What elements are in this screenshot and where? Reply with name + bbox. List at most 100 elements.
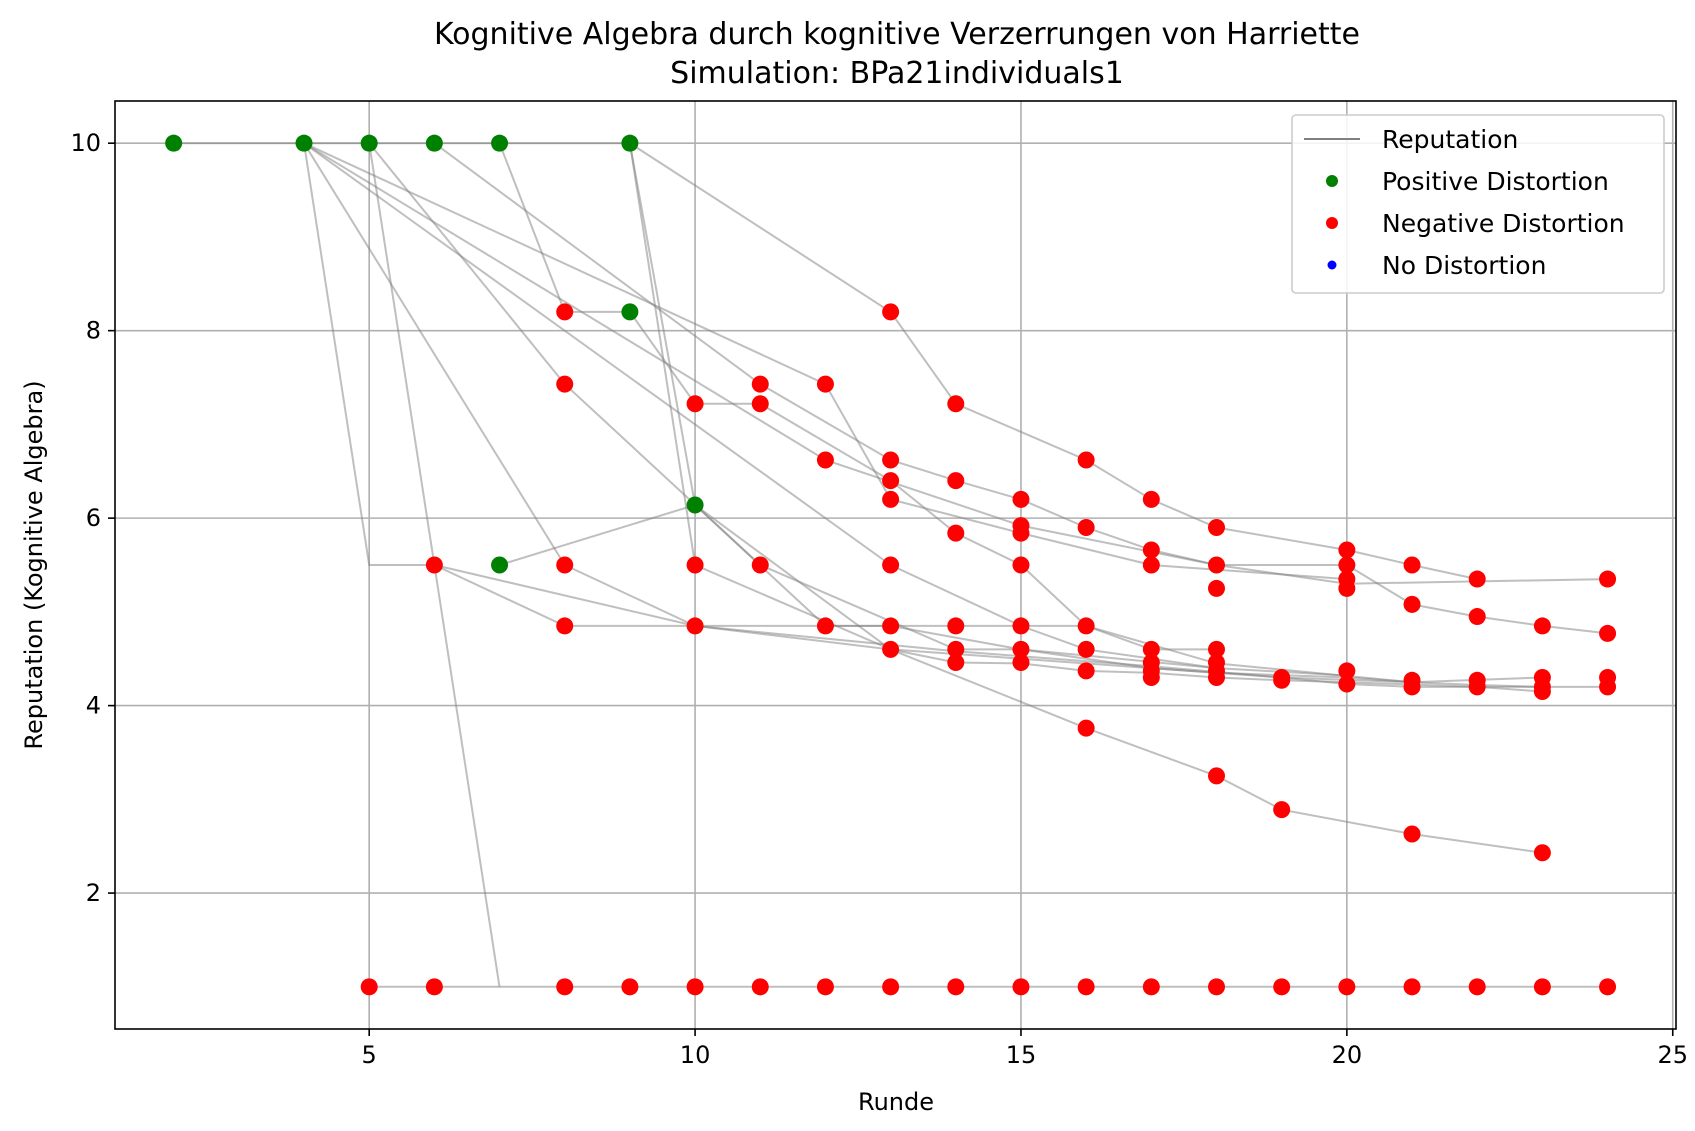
reputation-line <box>303 142 1608 585</box>
negative-distortion-point <box>1338 978 1356 996</box>
plot-frame <box>114 100 1677 1030</box>
negative-distortion-point <box>1468 678 1486 696</box>
negative-distortion-point <box>947 395 965 413</box>
negative-distortion-point <box>882 472 900 490</box>
negative-distortion-point <box>751 375 769 393</box>
negative-distortion-point <box>1012 640 1030 658</box>
negative-distortion-point <box>1207 978 1225 996</box>
negative-distortion-point <box>1012 978 1030 996</box>
y-axis-label: Reputation (Kognitive Algebra) <box>20 380 48 749</box>
negative-distortion-point <box>1142 490 1160 508</box>
x-tick-label: 20 <box>1332 1041 1363 1069</box>
negative-distortion-point <box>1077 662 1095 680</box>
positive-distortion-point <box>295 134 313 152</box>
negative-distortion-point <box>556 978 574 996</box>
negative-distortion-point <box>1077 978 1095 996</box>
negative-distortion-point <box>686 556 704 574</box>
negative-distortion-point <box>1403 678 1421 696</box>
negative-distortion-point <box>556 375 574 393</box>
negative-distortion-point <box>751 395 769 413</box>
data-points <box>165 134 1617 996</box>
negative-distortion-point <box>1599 570 1617 588</box>
chart-subtitle: Simulation: BPa21individuals1 <box>670 56 1124 91</box>
negative-distortion-point <box>1338 579 1356 597</box>
legend-label-positive: Positive Distortion <box>1382 167 1609 196</box>
negative-distortion-point <box>1599 978 1617 996</box>
negative-distortion-point <box>1142 541 1160 559</box>
reputation-line <box>303 143 501 987</box>
negative-distortion-point <box>1403 595 1421 613</box>
negative-distortion-point <box>1207 668 1225 686</box>
negative-distortion-point <box>556 556 574 574</box>
negative-distortion-point <box>882 617 900 635</box>
x-tick-label: 10 <box>680 1041 711 1069</box>
negative-distortion-point <box>1533 617 1551 635</box>
y-tick-label: 4 <box>86 692 101 720</box>
legend-positive-marker <box>1326 175 1338 187</box>
legend: Reputation Positive Distortion Negative … <box>1291 114 1665 294</box>
negative-distortion-point <box>1142 668 1160 686</box>
negative-distortion-point <box>1468 570 1486 588</box>
negative-distortion-point <box>882 978 900 996</box>
negative-distortion-point <box>1207 767 1225 785</box>
y-tick-label: 2 <box>86 879 101 907</box>
positive-distortion-point <box>621 134 639 152</box>
negative-distortion-point <box>882 556 900 574</box>
negative-distortion-point <box>425 556 443 574</box>
negative-distortion-point <box>1533 844 1551 862</box>
negative-distortion-point <box>1338 556 1356 574</box>
negative-distortion-point <box>686 395 704 413</box>
negative-distortion-point <box>1012 490 1030 508</box>
negative-distortion-point <box>686 978 704 996</box>
negative-distortion-point <box>1599 678 1617 696</box>
negative-distortion-point <box>1077 519 1095 537</box>
negative-distortion-point <box>1403 825 1421 843</box>
y-tick-label: 6 <box>86 504 101 532</box>
x-tick-label: 15 <box>1006 1041 1037 1069</box>
negative-distortion-point <box>1599 624 1617 642</box>
positive-distortion-point <box>621 303 639 321</box>
negative-distortion-point <box>947 524 965 542</box>
positive-distortion-point <box>491 556 509 574</box>
negative-distortion-point <box>947 653 965 671</box>
negative-distortion-point <box>751 556 769 574</box>
negative-distortion-point <box>1403 556 1421 574</box>
negative-distortion-point <box>1012 617 1030 635</box>
negative-distortion-point <box>947 617 965 635</box>
negative-distortion-point <box>556 303 574 321</box>
negative-distortion-point <box>1338 541 1356 559</box>
negative-distortion-point <box>1012 653 1030 671</box>
legend-box <box>1291 114 1665 294</box>
negative-distortion-point <box>621 978 639 996</box>
negative-distortion-point <box>1142 640 1160 658</box>
x-axis-label: Runde <box>858 1088 934 1116</box>
negative-distortion-point <box>1077 640 1095 658</box>
negative-distortion-point <box>360 978 378 996</box>
y-tick-label: 8 <box>86 317 101 345</box>
negative-distortion-point <box>1012 556 1030 574</box>
negative-distortion-point <box>1273 978 1291 996</box>
negative-distortion-point <box>1338 662 1356 680</box>
negative-distortion-point <box>882 640 900 658</box>
x-tick-label: 25 <box>1657 1041 1688 1069</box>
y-ticks: 2 4 6 8 10 <box>70 129 115 907</box>
legend-label-negative: Negative Distortion <box>1382 209 1625 238</box>
negative-distortion-point <box>556 617 574 635</box>
negative-distortion-point <box>751 978 769 996</box>
negative-distortion-point <box>1142 978 1160 996</box>
reputation-line <box>303 142 1347 581</box>
negative-distortion-point <box>947 978 965 996</box>
negative-distortion-point <box>1273 671 1291 689</box>
negative-distortion-point <box>1403 978 1421 996</box>
positive-distortion-point <box>491 134 509 152</box>
negative-distortion-point <box>1207 519 1225 537</box>
negative-distortion-point <box>1273 801 1291 819</box>
positive-distortion-point <box>425 134 443 152</box>
negative-distortion-point <box>686 617 704 635</box>
reputation-line <box>628 143 1543 693</box>
chart-title: Kognitive Algebra durch kognitive Verzer… <box>434 17 1360 52</box>
negative-distortion-point <box>1077 451 1095 469</box>
negative-distortion-point <box>882 451 900 469</box>
positive-distortion-point <box>686 496 704 514</box>
legend-neutral-marker <box>1327 260 1337 270</box>
